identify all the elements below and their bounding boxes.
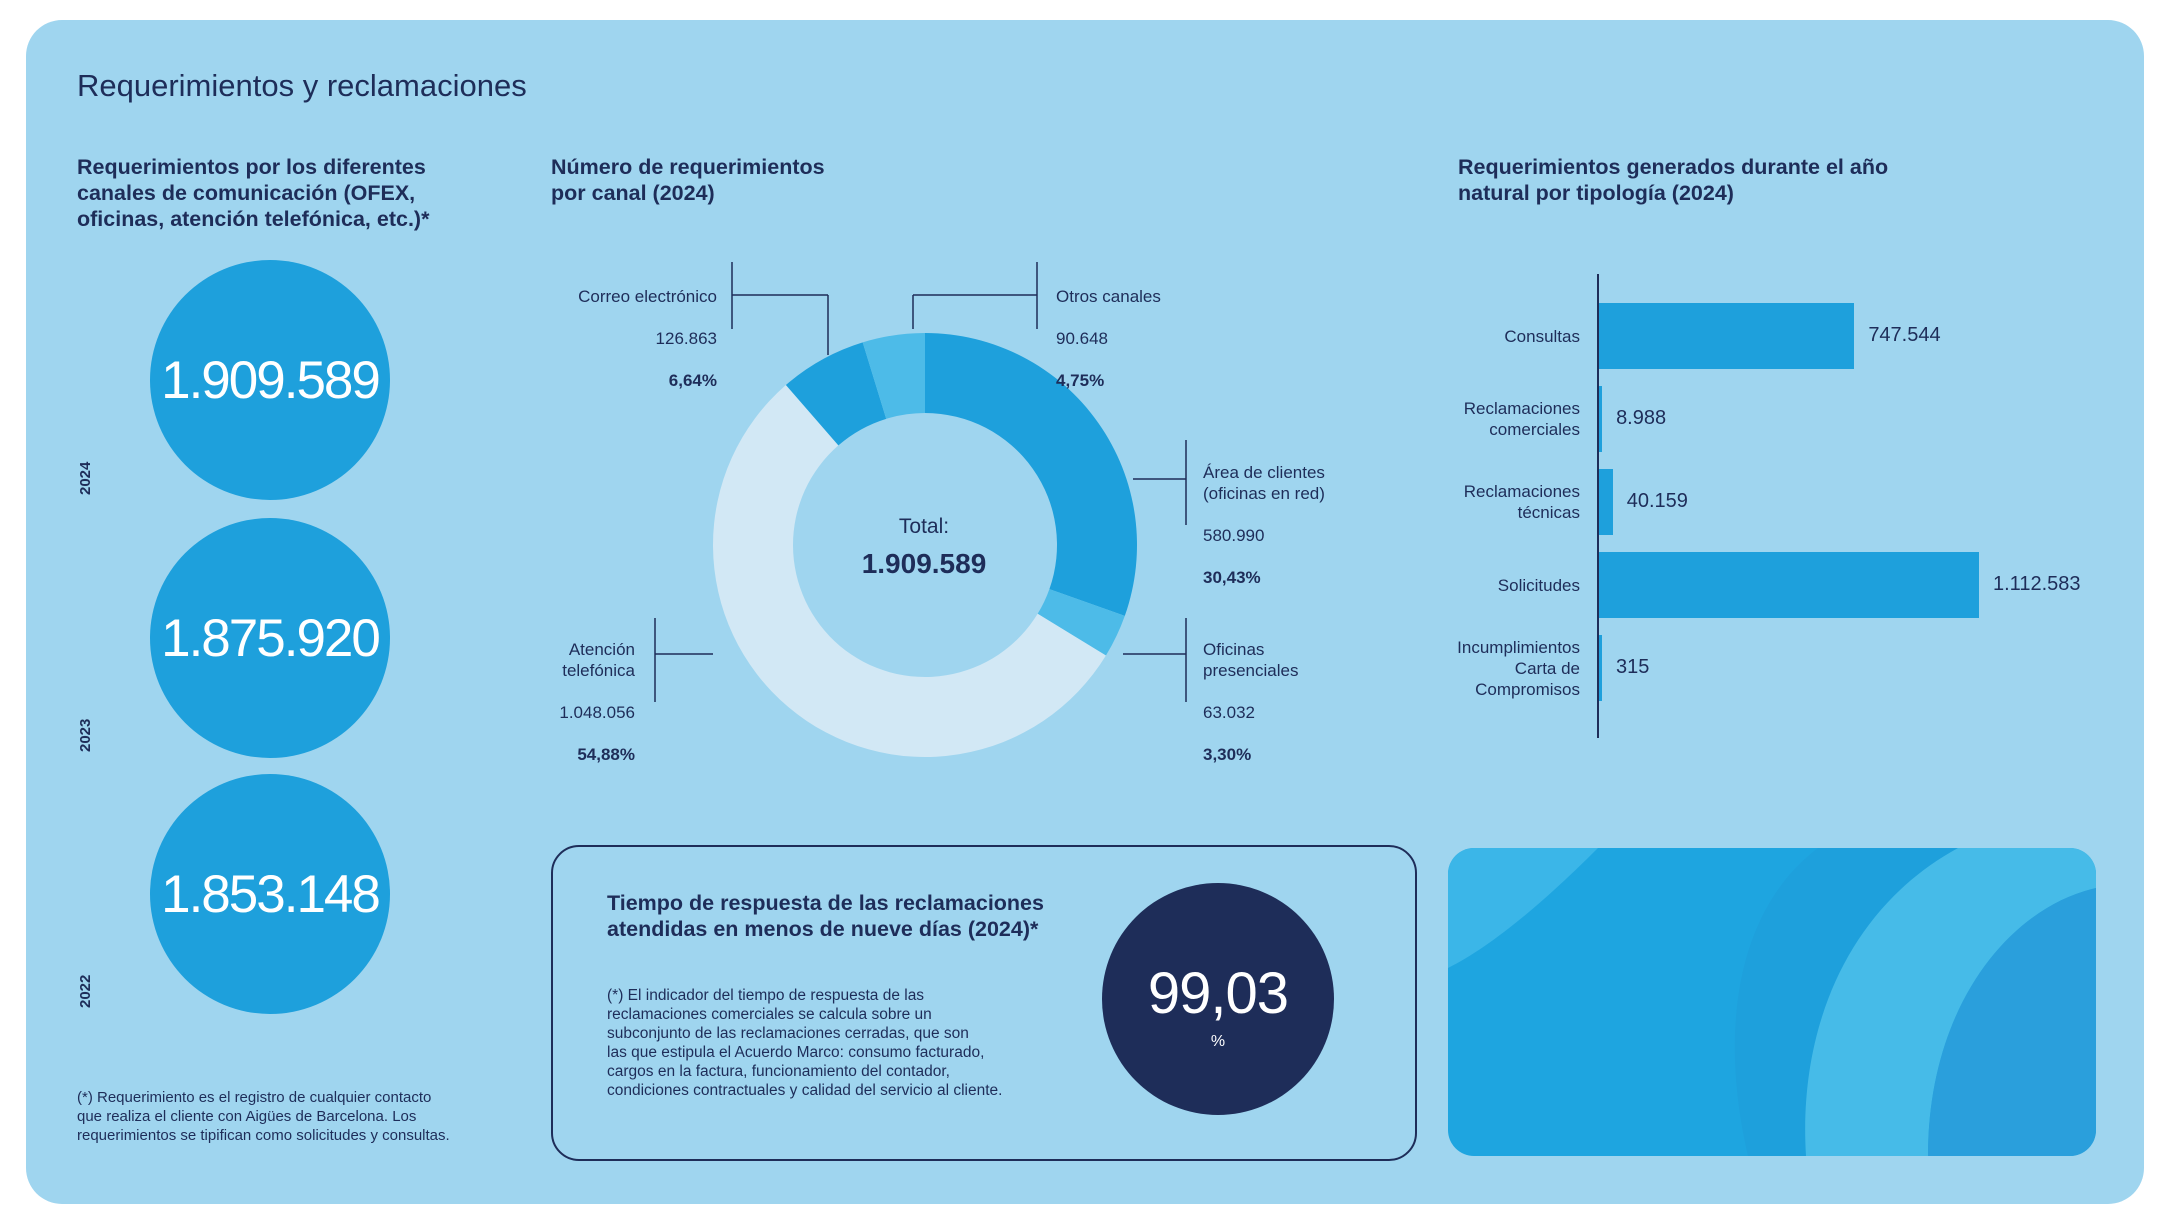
label-otros-canales: Otros canales 90.648 4,75% (1056, 265, 1161, 412)
label-correo-electronico: Correo electrónico 126.863 6,64% (520, 265, 717, 412)
slice-correo-electronico (785, 342, 887, 446)
label-area-name: Área de clientes (oficinas en red) (1203, 463, 1325, 503)
label-correo-value: 126.863 (655, 329, 717, 348)
label-otros-name: Otros canales (1056, 287, 1161, 306)
slice-area-clientes (925, 333, 1137, 616)
response-value: 99,03 (1147, 960, 1289, 1026)
year-2023-value: 1.875.920 (161, 608, 381, 668)
label-correo-pct: 6,64% (668, 371, 717, 390)
response-note: (*) El indicador del tiempo de respuesta… (607, 987, 1003, 1099)
bars-section-title: Requerimientos generados durante el año … (1458, 155, 1889, 205)
label-oficinas-value: 63.032 (1203, 703, 1255, 722)
label-otros-value: 90.648 (1056, 329, 1108, 348)
donut-total-value: 1.909.589 (861, 548, 987, 579)
label-oficinas-pct: 3,30% (1203, 745, 1252, 764)
donut-section-title: Número de requerimientos por canal (2024… (551, 155, 825, 205)
label-area-value: 580.990 (1203, 526, 1265, 545)
label-telefonica-pct: 54,88% (577, 745, 635, 764)
year-2023-circle: 1.875.920 (150, 518, 390, 758)
donut-chart (713, 333, 1137, 757)
year-2022-circle: 1.853.148 (150, 774, 390, 1014)
section1-footnote: (*) Requerimiento es el registro de cual… (77, 1089, 450, 1144)
response-time-box (551, 845, 1417, 1161)
label-area-pct: 30,43% (1203, 568, 1261, 587)
channels-section-title: Requerimientos por los diferentes canale… (77, 155, 430, 231)
slice-atencion-telefonica (713, 385, 1106, 757)
slice-oficinas-presenciales (1037, 589, 1125, 656)
response-title: Tiempo de respuesta de las reclamaciones… (607, 891, 1044, 941)
label-telefonica-value: 1.048.056 (559, 703, 635, 722)
label-telefonica-name: Atención telefónica (562, 640, 635, 680)
label-atencion-telefonica: Atención telefónica 1.048.056 54,88% (500, 618, 635, 786)
response-unit: % (1210, 1032, 1226, 1050)
bars-axis-line (1597, 274, 1599, 738)
decorative-panel (1448, 848, 2096, 1156)
response-value-circle: 99,03 % (1102, 883, 1334, 1115)
year-2024-circle: 1.909.589 (150, 260, 390, 500)
slice-otros-canales (862, 333, 925, 419)
label-oficinas-name: Oficinas presenciales (1203, 640, 1299, 680)
label-correo-name: Correo electrónico (578, 287, 717, 306)
donut-total-label: Total: (898, 515, 950, 538)
year-2022-value: 1.853.148 (161, 864, 381, 924)
label-oficinas-presenciales: Oficinas presenciales 63.032 3,30% (1203, 618, 1298, 786)
year-2024-value: 1.909.589 (161, 350, 381, 410)
page-title: Requerimientos y reclamaciones (77, 68, 527, 103)
label-otros-pct: 4,75% (1056, 371, 1105, 390)
decorative-waves (1448, 848, 2096, 1156)
label-area-clientes: Área de clientes (oficinas en red) 580.9… (1203, 441, 1325, 609)
